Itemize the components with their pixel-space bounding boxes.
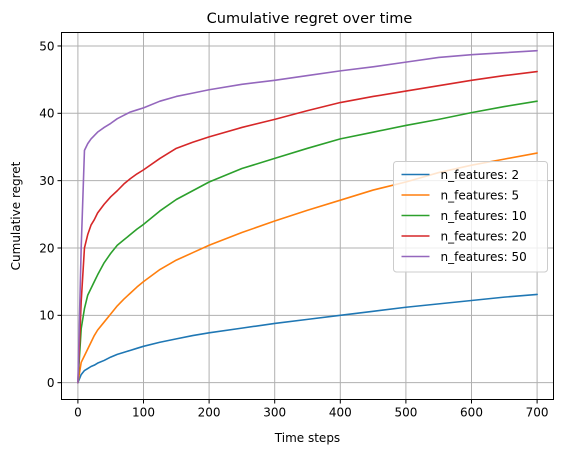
y-tick-label: 20 bbox=[39, 241, 54, 255]
x-tick-label: 0 bbox=[74, 406, 82, 420]
y-tick-label: 30 bbox=[39, 174, 54, 188]
legend-box bbox=[393, 161, 548, 273]
legend-label: n_features: 10 bbox=[441, 209, 527, 223]
legend-label: n_features: 5 bbox=[441, 188, 520, 202]
y-axis-label: Cumulative regret bbox=[9, 161, 23, 270]
x-tick-label: 400 bbox=[329, 406, 352, 420]
x-tick-label: 700 bbox=[526, 406, 549, 420]
series-line bbox=[77, 49, 538, 384]
x-tick-label: 100 bbox=[132, 406, 155, 420]
x-tick-label: 300 bbox=[263, 406, 286, 420]
x-tick-label: 600 bbox=[460, 406, 483, 420]
x-tick-label: 500 bbox=[394, 406, 417, 420]
legend: n_features: 2 n_features: 5 n_features: 10… bbox=[393, 161, 548, 273]
series-line bbox=[77, 70, 538, 384]
legend-label: n_features: 20 bbox=[441, 229, 527, 243]
series-line bbox=[77, 152, 538, 384]
y-tick-label: 50 bbox=[39, 39, 54, 53]
legend-label: n_features: 2 bbox=[441, 168, 520, 182]
series-line bbox=[77, 100, 538, 384]
x-axis-label: Time steps bbox=[274, 431, 340, 445]
plot-frame bbox=[61, 32, 554, 400]
x-tick-label: 200 bbox=[198, 406, 221, 420]
legend-label: n_features: 50 bbox=[441, 250, 527, 264]
y-tick-label: 0 bbox=[47, 376, 55, 390]
y-tick-label: 10 bbox=[39, 309, 54, 323]
series-line bbox=[77, 293, 538, 384]
chart-title: Cumulative regret over time bbox=[207, 11, 413, 27]
y-tick-label: 40 bbox=[39, 107, 54, 121]
series-group bbox=[77, 49, 538, 384]
ticks: 0 100 200 300 400 500 600 700 0 10 20 30 40 50 bbox=[39, 39, 548, 419]
